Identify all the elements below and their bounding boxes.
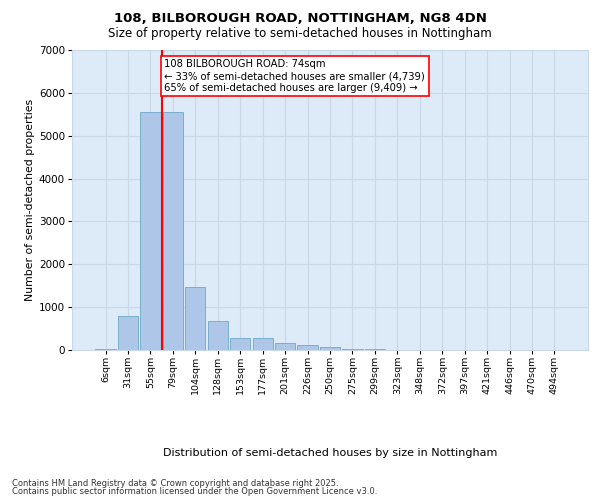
Text: Contains public sector information licensed under the Open Government Licence v3: Contains public sector information licen… bbox=[12, 487, 377, 496]
Bar bbox=[208, 321, 228, 350]
Bar bbox=[230, 338, 250, 350]
Y-axis label: Number of semi-detached properties: Number of semi-detached properties bbox=[25, 99, 35, 301]
Bar bbox=[140, 112, 161, 350]
Bar bbox=[320, 347, 340, 350]
Text: Contains HM Land Registry data © Crown copyright and database right 2025.: Contains HM Land Registry data © Crown c… bbox=[12, 478, 338, 488]
Text: 108 BILBOROUGH ROAD: 74sqm
← 33% of semi-detached houses are smaller (4,739)
65%: 108 BILBOROUGH ROAD: 74sqm ← 33% of semi… bbox=[164, 60, 425, 92]
Text: Size of property relative to semi-detached houses in Nottingham: Size of property relative to semi-detach… bbox=[108, 28, 492, 40]
Bar bbox=[253, 338, 273, 350]
Bar bbox=[163, 112, 183, 350]
Text: Distribution of semi-detached houses by size in Nottingham: Distribution of semi-detached houses by … bbox=[163, 448, 497, 458]
Text: 108, BILBOROUGH ROAD, NOTTINGHAM, NG8 4DN: 108, BILBOROUGH ROAD, NOTTINGHAM, NG8 4D… bbox=[113, 12, 487, 26]
Bar bbox=[275, 343, 295, 350]
Bar bbox=[95, 348, 116, 350]
Bar bbox=[185, 286, 205, 350]
Bar bbox=[343, 348, 362, 350]
Bar bbox=[118, 316, 138, 350]
Bar bbox=[298, 346, 317, 350]
